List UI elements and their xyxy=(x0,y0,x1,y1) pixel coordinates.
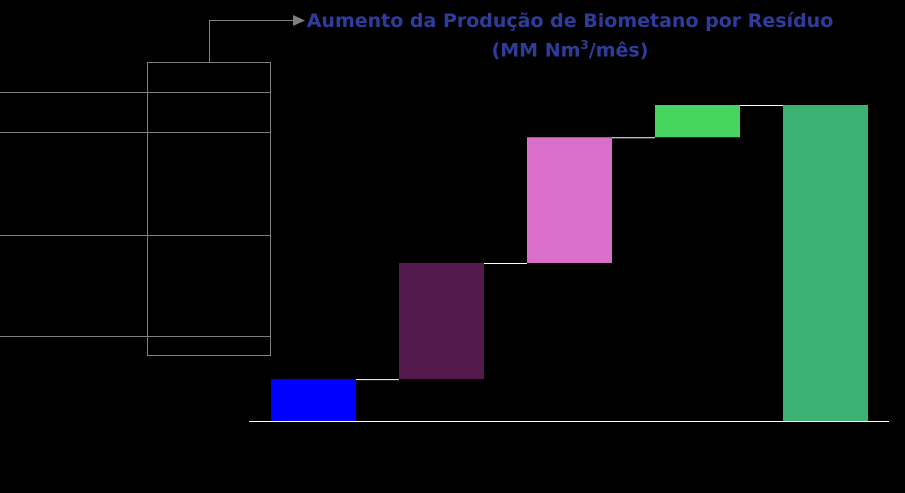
waterfall-bar-4 xyxy=(655,105,740,138)
waterfall-bar-total xyxy=(783,105,868,421)
waterfall-bar-1 xyxy=(271,379,356,421)
subtitle-suffix: /mês) xyxy=(588,39,649,62)
waterfall-bar-2 xyxy=(399,263,484,380)
subtitle-prefix: (MM Nm xyxy=(491,39,581,62)
legend-table-frame xyxy=(147,62,271,356)
waterfall-bar-3 xyxy=(527,137,612,263)
chart-title: Aumento da Produção de Biometano por Res… xyxy=(306,10,834,32)
title-connector-line xyxy=(209,20,293,62)
subtitle-superscript: 3 xyxy=(580,38,589,52)
arrow-head-icon xyxy=(293,15,305,26)
chart-subtitle: (MM Nm3/mês) xyxy=(300,38,840,61)
